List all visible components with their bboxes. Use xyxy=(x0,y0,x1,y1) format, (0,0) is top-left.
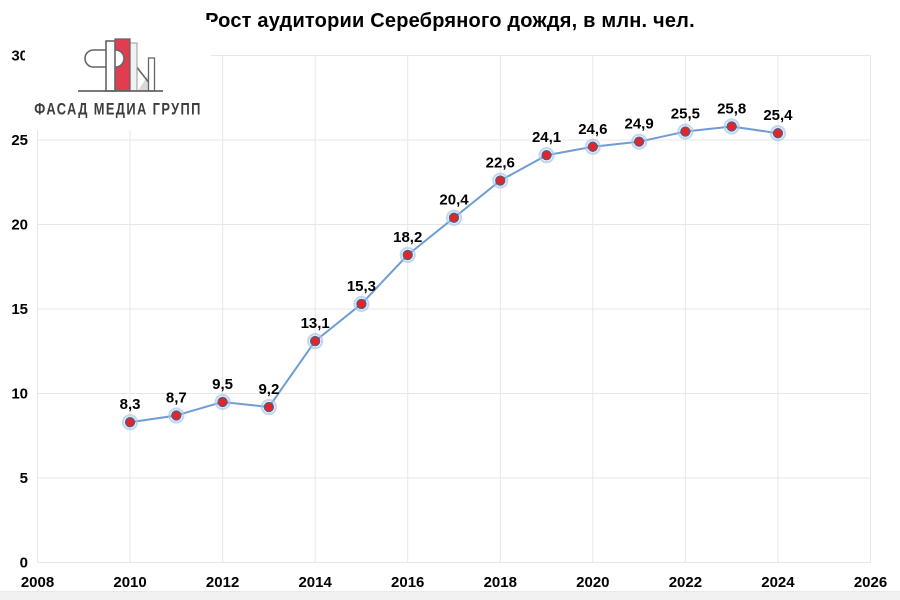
data-point-marker xyxy=(448,212,460,223)
data-point-halo xyxy=(445,209,463,226)
data-point-marker xyxy=(772,128,784,139)
data-point-halo xyxy=(353,295,370,313)
logo-pill xyxy=(84,49,125,68)
data-point-marker xyxy=(171,410,182,421)
y-tick-label: 20 xyxy=(11,217,28,234)
data-point-halo xyxy=(399,246,416,264)
data-point-label: 24,6 xyxy=(578,121,607,138)
logo-text: ФАСАД МЕДИА ГРУПП xyxy=(34,99,202,118)
y-tick-label: 15 xyxy=(11,301,28,318)
data-point-label: 9,5 xyxy=(212,376,233,393)
data-point-marker xyxy=(217,396,228,408)
logo-ghost-bar xyxy=(129,42,138,92)
data-point-halo xyxy=(121,414,139,431)
data-point-marker xyxy=(680,126,691,137)
chart-title: Рост аудитории Серебряного дождя, в млн.… xyxy=(205,10,695,32)
data-point-marker xyxy=(541,150,552,161)
x-tick-label: 2016 xyxy=(391,574,424,591)
data-point-label: 9,2 xyxy=(258,381,279,398)
bottom-strip xyxy=(0,591,900,600)
data-point-halo xyxy=(677,123,694,140)
data-point-label: 13,1 xyxy=(301,315,330,332)
data-point-marker xyxy=(263,401,275,413)
data-point-marker xyxy=(124,417,136,428)
data-point-label: 18,2 xyxy=(393,229,422,246)
y-tick-label: 0 xyxy=(20,555,28,572)
data-point-marker xyxy=(309,335,321,347)
data-point-marker xyxy=(402,249,413,261)
data-point-marker xyxy=(633,136,645,147)
data-point-halo xyxy=(260,398,277,416)
data-point-label: 25,5 xyxy=(671,106,700,123)
data-point-halo xyxy=(538,147,555,164)
x-tick-label: 2024 xyxy=(761,574,795,591)
x-tick-label: 2018 xyxy=(484,574,517,591)
x-tick-label: 2026 xyxy=(854,574,887,591)
data-point-label: 24,9 xyxy=(625,116,654,133)
data-point-marker xyxy=(356,298,367,310)
data-point-halo xyxy=(307,333,324,350)
x-tick-label: 2010 xyxy=(113,574,146,591)
data-point-label: 24,1 xyxy=(532,129,561,146)
y-tick-label: 5 xyxy=(20,470,28,487)
data-point-label: 25,4 xyxy=(763,107,793,124)
data-point-halo xyxy=(168,407,185,424)
data-point-label: 8,7 xyxy=(166,389,187,406)
x-tick-label: 2022 xyxy=(669,574,702,591)
data-point-marker xyxy=(587,141,599,152)
logo-m-stem xyxy=(147,57,156,92)
data-point-halo xyxy=(584,138,601,155)
data-point-halo xyxy=(631,133,648,150)
fasad-media-group-logo-mark xyxy=(78,38,163,92)
x-tick-label: 2014 xyxy=(298,574,332,591)
data-point-halo xyxy=(214,393,231,411)
data-point-label: 25,8 xyxy=(717,100,746,117)
data-point-marker xyxy=(726,121,737,132)
data-point-label: 15,3 xyxy=(347,278,376,295)
data-point-halo xyxy=(723,118,740,135)
y-tick-label: 30 xyxy=(11,48,28,65)
y-tick-label: 25 xyxy=(11,132,28,149)
logo-white-bar xyxy=(105,40,116,92)
data-point-halo xyxy=(769,125,787,142)
data-point-marker xyxy=(495,175,506,186)
data-point-label: 22,6 xyxy=(486,155,515,172)
data-point-label: 8,3 xyxy=(120,396,141,413)
x-tick-label: 2020 xyxy=(576,574,609,591)
data-point-label: 20,4 xyxy=(439,192,469,209)
data-point-halo xyxy=(492,172,509,189)
plot-border xyxy=(37,55,871,563)
y-tick-label: 10 xyxy=(11,386,28,403)
x-tick-label: 2012 xyxy=(206,574,239,591)
fasad-media-group-logo: ФАСАД МЕДИА ГРУПП xyxy=(25,20,211,130)
x-tick-label: 2008 xyxy=(21,574,54,591)
